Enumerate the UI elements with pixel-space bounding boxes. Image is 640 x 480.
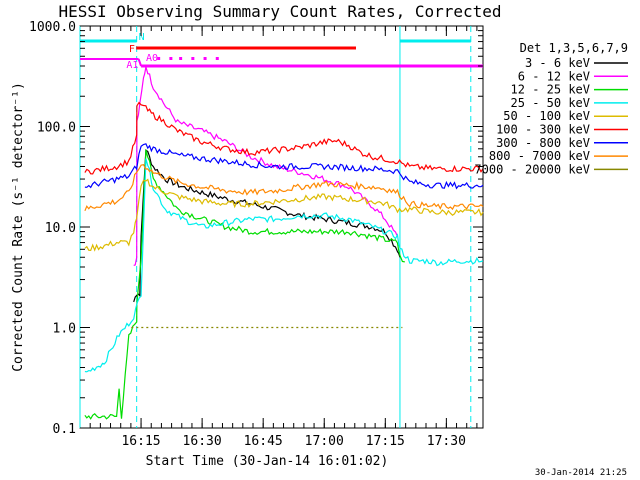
y-tick-label: 1000.0	[29, 20, 76, 35]
x-axis-label: Start Time (30-Jan-14 16:01:02)	[146, 454, 389, 469]
status-bars: NF A0 A1	[79, 26, 483, 428]
series-line	[133, 66, 399, 266]
series-line	[84, 164, 484, 212]
legend-entry-label: 25 - 50 keV	[511, 96, 590, 110]
attenuator-dot	[169, 57, 173, 60]
y-tick-label: 10.0	[45, 221, 76, 236]
legend-entry-label: 3 - 6 keV	[525, 56, 590, 70]
plot-frame	[79, 25, 484, 429]
axis-ticks: 1000.0 100.0 10.0 1.0 0.1 16:15 16:30 16:45 17:0…	[29, 20, 483, 449]
legend-entry-label: 12 - 25 keV	[511, 83, 590, 97]
status-marker-a1: A1	[126, 60, 138, 71]
legend-entry-label: 100 - 300 keV	[496, 123, 590, 137]
legend-entry-label: 300 - 800 keV	[496, 136, 590, 150]
status-marker-n: N	[139, 32, 145, 43]
legend-entry-label: 7000 - 20000 keV	[474, 162, 590, 176]
x-tick-label: 16:45	[244, 434, 283, 449]
attenuator-dot	[157, 57, 161, 60]
series-line	[84, 149, 405, 420]
x-tick-label: 16:30	[183, 434, 222, 449]
timestamp: 30-Jan-2014 21:25	[535, 468, 627, 478]
y-tick-label: 100.0	[37, 121, 76, 136]
chart-title: HESSI Observing Summary Count Rates, Cor…	[58, 2, 501, 21]
legend-entry-label: 800 - 7000 keV	[489, 149, 590, 163]
series-line	[84, 178, 484, 252]
x-tick-label: 16:15	[121, 434, 160, 449]
legend-entry-label: 6 - 12 keV	[518, 69, 590, 83]
x-tick-label: 17:30	[427, 434, 466, 449]
series-line	[133, 148, 401, 303]
series-line	[84, 143, 484, 190]
legend-entry-label: 50 - 100 keV	[503, 109, 590, 123]
y-axis-label: Corrected Count Rate (s⁻¹ detector⁻¹)	[11, 82, 26, 372]
y-tick-label: 0.1	[53, 422, 76, 437]
attenuator-dot	[191, 57, 195, 60]
series-line	[84, 101, 484, 175]
series-lines	[84, 66, 484, 420]
attenuator-dot	[203, 57, 207, 60]
series-line	[84, 158, 484, 373]
attenuator-dot	[215, 57, 219, 60]
plot-area: NF A0 A1 1000.0 100.0 10.0 1.0 0.1 16:15 16:30 16…	[29, 20, 484, 449]
y-tick-label: 1.0	[53, 322, 76, 337]
legend-title: Det 1,3,5,6,7,9	[520, 41, 628, 55]
attenuator-transition	[137, 58, 143, 67]
status-marker-a0: A0	[146, 53, 158, 64]
attenuator-dot	[179, 57, 183, 60]
status-marker-f: F	[129, 44, 135, 55]
x-tick-label: 17:15	[366, 434, 405, 449]
x-tick-label: 17:00	[305, 434, 344, 449]
